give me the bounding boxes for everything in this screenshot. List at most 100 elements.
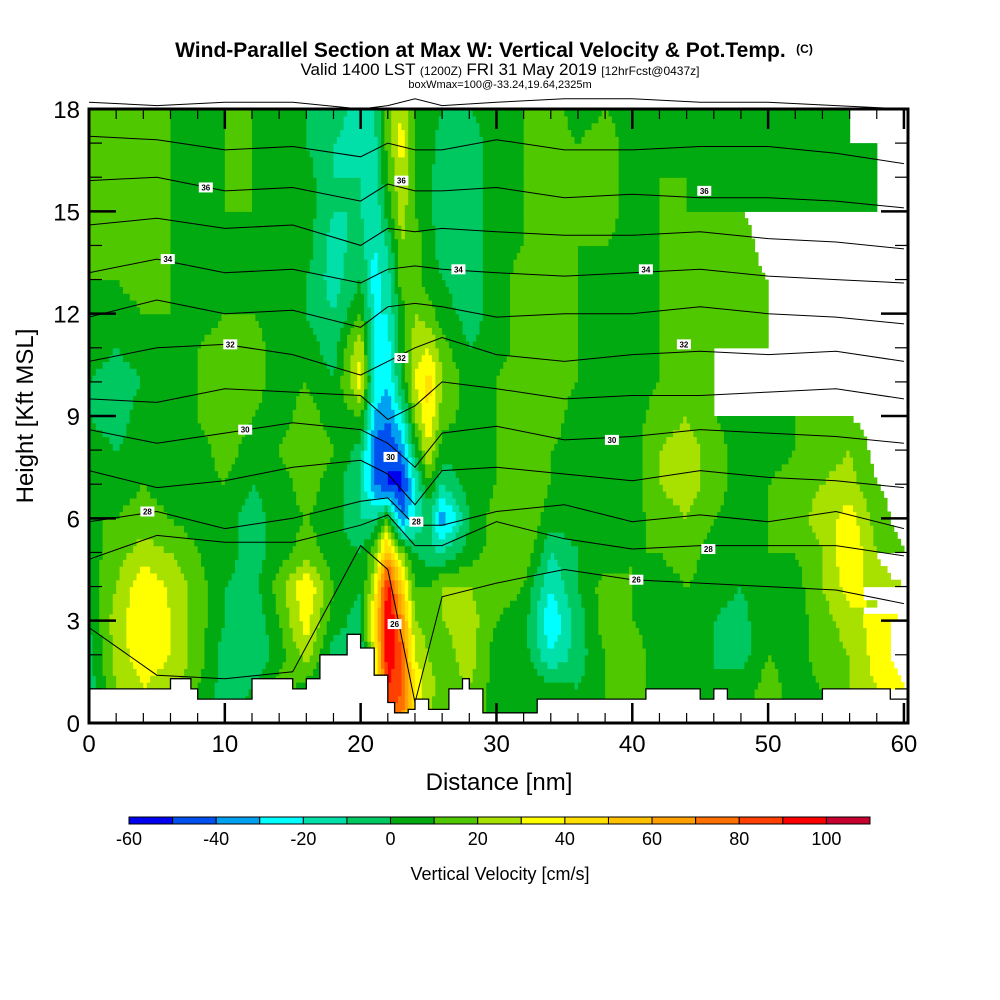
velocity-cell <box>418 224 436 233</box>
velocity-cell <box>411 675 416 683</box>
velocity-cell <box>418 218 433 226</box>
velocity-cell <box>374 320 389 328</box>
velocity-cell <box>836 525 861 533</box>
velocity-cell <box>336 136 379 144</box>
velocity-cell <box>408 416 413 424</box>
velocity-cell <box>397 600 402 608</box>
velocity-cell <box>370 402 379 410</box>
velocity-cell <box>584 654 606 663</box>
velocity-cell <box>411 627 423 635</box>
velocity-cell <box>577 340 661 349</box>
velocity-cell <box>343 470 362 478</box>
velocity-cell <box>377 572 382 581</box>
velocity-cell <box>251 149 311 158</box>
velocity-cell <box>364 252 375 260</box>
velocity-cell <box>577 279 661 287</box>
velocity-cell <box>404 375 413 383</box>
velocity-cell <box>523 156 620 165</box>
velocity-cell <box>187 613 209 622</box>
velocity-cell <box>537 600 548 608</box>
velocity-cell <box>435 443 440 451</box>
velocity-cell <box>309 320 345 328</box>
velocity-cell <box>367 416 372 424</box>
velocity-cell <box>347 620 362 629</box>
velocity-cell <box>99 613 110 622</box>
velocity-cell <box>89 470 219 478</box>
velocity-cell <box>408 668 413 676</box>
velocity-cell <box>333 586 365 594</box>
velocity-cell <box>265 613 280 622</box>
velocity-cell <box>89 388 138 397</box>
velocity-cell <box>170 204 226 212</box>
velocity-cell <box>540 586 565 594</box>
velocity-cell <box>713 647 752 656</box>
velocity-cell <box>496 388 572 397</box>
velocity-cell <box>387 470 402 478</box>
velocity-cell <box>384 504 389 513</box>
velocity-cell <box>513 259 579 267</box>
velocity-cell <box>343 395 358 403</box>
velocity-cell <box>482 306 511 315</box>
velocity-cell <box>126 429 206 438</box>
velocity-cell <box>170 286 307 294</box>
velocity-cell <box>819 484 861 492</box>
velocity-cell <box>598 579 633 588</box>
velocity-cell <box>445 511 457 519</box>
velocity-cell <box>431 661 460 670</box>
colorbar-swatch <box>825 816 871 825</box>
velocity-cell <box>95 675 107 683</box>
velocity-cell <box>374 661 379 670</box>
velocity-cell <box>235 559 263 567</box>
velocity-cell <box>459 388 498 397</box>
velocity-cell <box>435 497 440 506</box>
y-tick-label: 6 <box>67 506 80 533</box>
velocity-cell <box>564 586 579 594</box>
velocity-cell <box>364 443 369 451</box>
velocity-cell <box>333 156 379 165</box>
velocity-cell <box>397 443 406 451</box>
velocity-cell <box>367 593 375 601</box>
velocity-cell <box>377 518 386 526</box>
velocity-cell <box>574 136 582 144</box>
velocity-cell <box>414 579 433 588</box>
velocity-cell <box>89 177 172 185</box>
isentrope-label: 36 <box>397 177 406 186</box>
velocity-cell <box>493 491 548 499</box>
velocity-cell <box>414 313 419 322</box>
velocity-cell <box>394 265 399 274</box>
velocity-cell <box>364 634 369 642</box>
velocity-cell <box>550 450 644 458</box>
velocity-cell <box>618 177 661 185</box>
velocity-cell <box>645 511 684 519</box>
velocity-cell <box>476 661 491 670</box>
velocity-cell <box>408 388 413 397</box>
velocity-cell <box>425 484 436 492</box>
velocity-cell <box>92 375 141 383</box>
velocity-cell <box>370 545 379 554</box>
velocity-cell <box>397 218 406 226</box>
velocity-cell <box>686 197 878 206</box>
velocity-cell <box>550 470 644 478</box>
velocity-cell <box>204 334 263 342</box>
velocity-cell <box>414 204 433 212</box>
y-tick-label: 12 <box>53 302 80 329</box>
velocity-cell <box>445 279 484 287</box>
velocity-cell <box>431 538 453 547</box>
velocity-cell <box>364 422 369 431</box>
velocity-cell <box>713 641 752 649</box>
velocity-cell <box>696 436 725 444</box>
velocity-cell <box>479 613 501 622</box>
velocity-cell <box>642 497 674 506</box>
isentrope-33 <box>88 299 904 328</box>
velocity-cell <box>139 375 199 383</box>
velocity-cell <box>282 456 331 465</box>
velocity-cell <box>377 545 382 554</box>
velocity-cell <box>387 156 396 165</box>
velocity-cell <box>537 627 545 635</box>
velocity-cell <box>404 211 416 219</box>
velocity-cell <box>306 272 324 281</box>
velocity-cell <box>319 347 338 356</box>
velocity-cell <box>503 607 532 615</box>
isentrope-label: 28 <box>704 545 713 554</box>
velocity-cell <box>347 224 365 233</box>
